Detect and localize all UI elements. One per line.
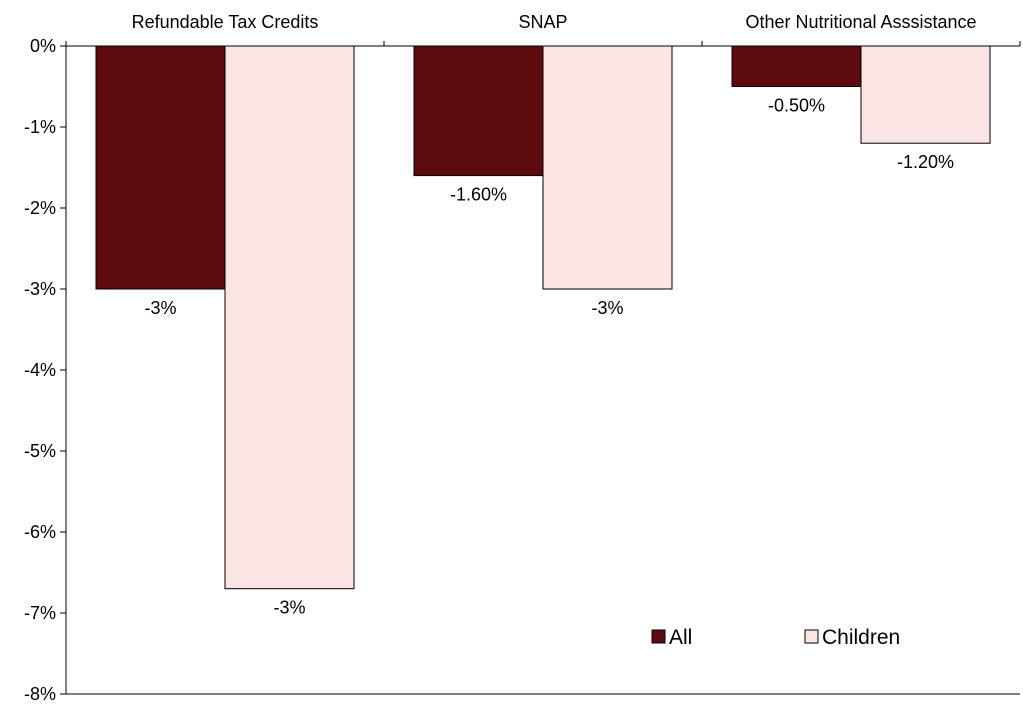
- bar-children-0: [224, 45, 355, 590]
- bar-all-2: [731, 45, 862, 87]
- y-tick-label-4: -4%: [24, 360, 56, 380]
- y-tick-label-8: -8%: [24, 684, 56, 703]
- legend: All Children: [651, 626, 900, 649]
- y-tick-label-1: -1%: [24, 117, 56, 137]
- y-tick-label-5: -5%: [24, 441, 56, 461]
- category-label-2: Other Nutritional Asssistance: [745, 12, 976, 32]
- y-tick-label-2: -2%: [24, 198, 56, 218]
- bar-all-0: [95, 45, 226, 290]
- bar-all-1: [413, 45, 544, 177]
- legend-label-children: Children: [822, 626, 900, 649]
- data-label-children-1: -3%: [591, 298, 623, 318]
- y-tick-label-7: -7%: [24, 603, 56, 623]
- data-label-children-2: -1.20%: [897, 152, 954, 172]
- legend-swatch-all: [651, 629, 666, 644]
- data-label-all-0: -3%: [144, 298, 176, 318]
- legend-swatch-children: [804, 629, 819, 644]
- category-label-0: Refundable Tax Credits: [132, 12, 319, 32]
- data-label-all-1: -1.60%: [450, 185, 507, 205]
- y-tick-label-3: -3%: [24, 279, 56, 299]
- axes-layer: 0% -1% -2% -3% -4% -5% -6% -7% -8%: [24, 36, 1021, 704]
- data-label-all-2: -0.50%: [768, 96, 825, 116]
- labels-layer: -3% -3% Refundable Tax Credits -1.60% -3% SNA…: [132, 12, 977, 618]
- y-tick-label-0: 0%: [30, 36, 56, 56]
- data-label-children-0: -3%: [273, 598, 305, 618]
- y-tick-label-6: -6%: [24, 522, 56, 542]
- category-label-1: SNAP: [518, 12, 567, 32]
- bar-children-2: [860, 45, 991, 144]
- bar-children-1: [542, 45, 673, 290]
- bars-layer: [95, 45, 991, 590]
- legend-label-all: All: [669, 626, 692, 649]
